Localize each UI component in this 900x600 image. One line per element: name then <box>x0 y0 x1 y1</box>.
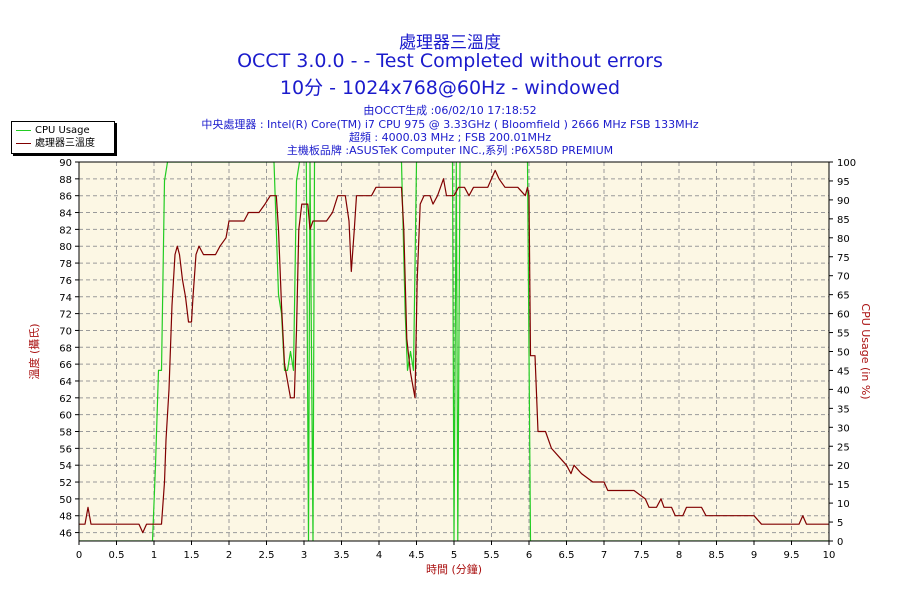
info-line-cpu: 中央處理器 : Intel(R) Core(TM) i7 CPU 975 @ 3… <box>201 118 699 131</box>
info-line-overclock: 超頻 : 4000.03 MHz ; FSB 200.01MHz <box>348 131 552 144</box>
cpu-usage-line <box>79 162 829 541</box>
x-tick-label: 6.5 <box>559 550 575 561</box>
temperature-line <box>79 169 829 534</box>
y-left-tick-label: 74 <box>59 293 72 304</box>
y-right-tick-label: 65 <box>837 291 850 302</box>
y-left-tick-label: 52 <box>59 478 72 489</box>
y-left-tick-label: 48 <box>59 512 72 523</box>
legend-swatch-temperature <box>16 142 31 144</box>
y-left-tick-label: 46 <box>59 529 72 540</box>
y-right-tick-label: 35 <box>837 404 850 415</box>
y-right-tick-label: 70 <box>837 272 850 283</box>
y-left-tick-label: 62 <box>59 394 72 405</box>
chart-subtitle-line-2: 10分 - 1024x768@60Hz - windowed <box>279 77 621 99</box>
info-line-motherboard: 主機板品牌 :ASUSTeK Computer INC.,系列 :P6X58D … <box>286 144 614 157</box>
chart-title: 處理器三溫度 <box>399 33 501 53</box>
x-tick-label: 1.5 <box>184 550 200 561</box>
x-tick-label: 0.5 <box>109 550 125 561</box>
y-right-tick-label: 25 <box>837 442 850 453</box>
y-right-tick-label: 20 <box>837 461 850 472</box>
info-line-generated: 由OCCT生成 :06/02/10 17:18:52 <box>363 104 537 117</box>
y-right-tick-label: 80 <box>837 234 850 245</box>
x-tick-label: 10 <box>823 550 836 561</box>
y-left-tick-label: 80 <box>59 242 72 253</box>
y-left-tick-label: 58 <box>59 428 72 439</box>
x-tick-label: 2 <box>226 550 232 561</box>
x-tick-label: 9 <box>751 550 757 561</box>
y-left-tick-label: 72 <box>59 310 72 321</box>
y-left-tick-label: 66 <box>59 360 72 371</box>
y-right-tick-label: 60 <box>837 310 850 321</box>
y-right-tick-label: 30 <box>837 423 850 434</box>
y-right-tick-label: 55 <box>837 329 850 340</box>
legend-swatch-cpu-usage <box>16 129 31 131</box>
legend-item-temperature: 處理器三溫度 <box>16 137 95 150</box>
y-left-tick-label: 82 <box>59 225 72 236</box>
y-left-tick-label: 56 <box>59 444 72 455</box>
x-tick-label: 5 <box>451 550 457 561</box>
y-right-tick-label: 5 <box>837 518 843 529</box>
y-right-tick-label: 100 <box>837 158 856 169</box>
y-right-tick-label: 75 <box>837 253 850 264</box>
y-right-tick-label: 95 <box>837 177 850 188</box>
y-left-tick-label: 90 <box>59 158 72 169</box>
y-right-tick-label: 0 <box>837 537 843 548</box>
tick-layer: 0 0.5 1 1.5 2 2.5 3 3.5 4 4.5 5 5.5 6 6.5 7 7.5 8 8.5 9 9.5… <box>59 158 856 561</box>
y-right-tick-label: 10 <box>837 499 850 510</box>
x-tick-label: 7 <box>601 550 607 561</box>
y-right-tick-label: 45 <box>837 366 850 377</box>
y-left-tick-label: 70 <box>59 326 72 337</box>
y-left-tick-label: 86 <box>59 192 72 203</box>
y-axis-right-label: CPU Usage (in %) <box>859 303 872 399</box>
x-tick-label: 8.5 <box>709 550 725 561</box>
y-right-tick-label: 40 <box>837 385 850 396</box>
y-left-tick-label: 54 <box>59 461 72 472</box>
series-layer <box>79 162 829 541</box>
legend: CPU Usage 處理器三溫度 <box>11 121 115 154</box>
x-tick-label: 3 <box>301 550 307 561</box>
chart-subtitle-line-1: OCCT 3.0.0 - - Test Completed without er… <box>237 50 663 72</box>
y-left-tick-label: 60 <box>59 411 72 422</box>
x-tick-label: 4.5 <box>409 550 425 561</box>
x-tick-label: 8 <box>676 550 682 561</box>
legend-label-cpu-usage: CPU Usage <box>35 125 90 136</box>
y-right-tick-label: 50 <box>837 348 850 359</box>
y-left-tick-label: 64 <box>59 377 72 388</box>
x-tick-label: 9.5 <box>784 550 800 561</box>
x-tick-label: 1 <box>151 550 157 561</box>
y-right-tick-label: 15 <box>837 480 850 491</box>
x-tick-label: 5.5 <box>484 550 500 561</box>
y-left-tick-label: 84 <box>59 209 72 220</box>
x-tick-label: 3.5 <box>334 550 350 561</box>
y-left-tick-label: 76 <box>59 276 72 287</box>
x-axis-label: 時間 (分鐘) <box>426 562 482 576</box>
y-axis-left-label: 溫度 (攝氏) <box>27 323 41 379</box>
x-tick-label: 6 <box>526 550 532 561</box>
y-left-tick-label: 78 <box>59 259 72 270</box>
x-tick-label: 0 <box>76 550 82 561</box>
y-right-tick-label: 90 <box>837 196 850 207</box>
x-tick-label: 7.5 <box>634 550 650 561</box>
y-left-tick-label: 88 <box>59 175 72 186</box>
legend-item-cpu-usage: CPU Usage <box>16 124 90 137</box>
x-tick-label: 4 <box>376 550 382 561</box>
y-right-tick-label: 85 <box>837 215 850 226</box>
y-left-tick-label: 68 <box>59 343 72 354</box>
y-left-tick-label: 50 <box>59 495 72 506</box>
x-tick-label: 2.5 <box>259 550 275 561</box>
legend-label-temperature: 處理器三溫度 <box>35 138 95 149</box>
